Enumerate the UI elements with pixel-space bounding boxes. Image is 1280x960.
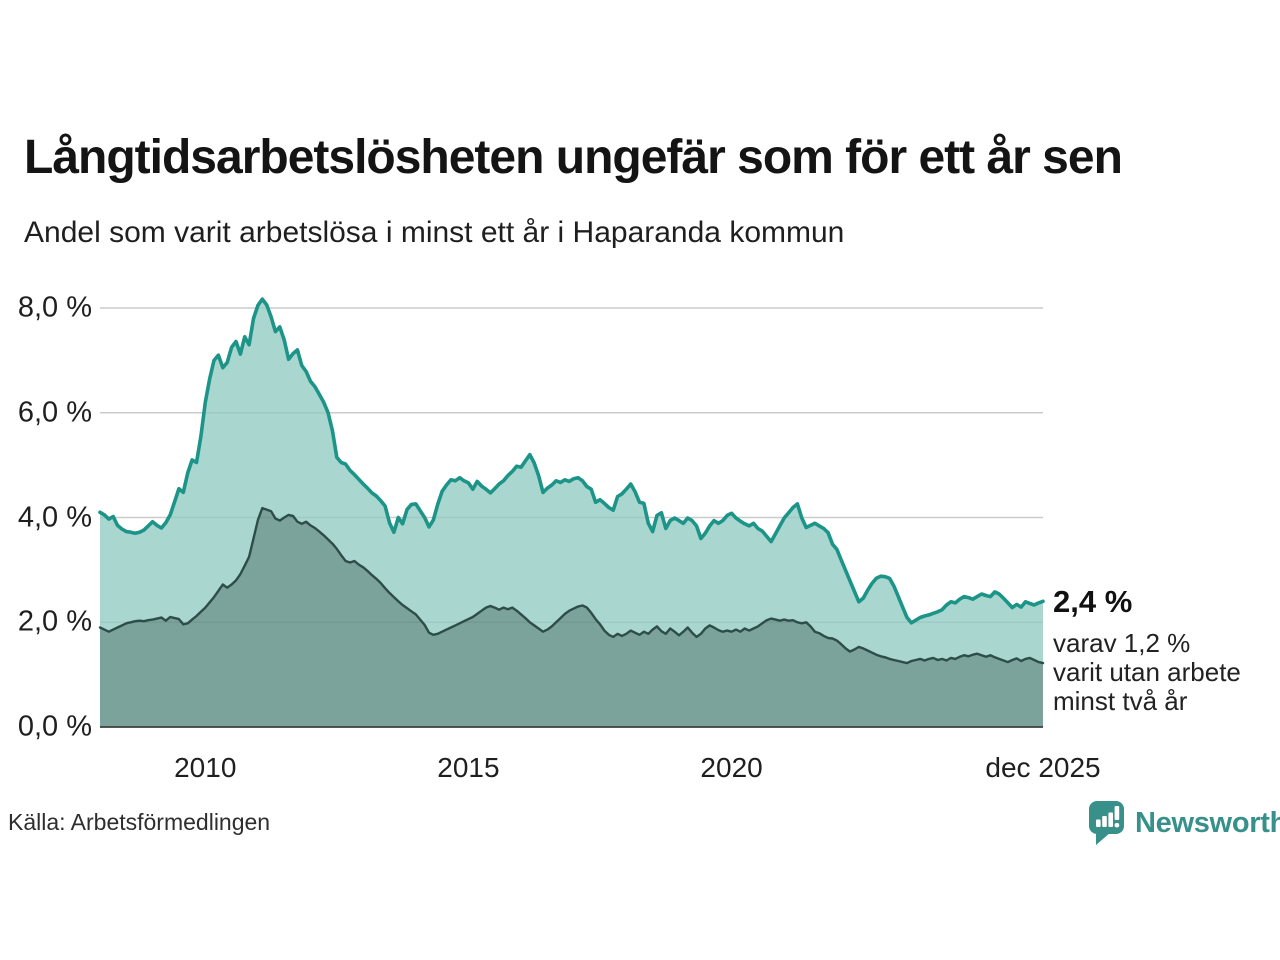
detail-line-3: minst två år [1053, 686, 1188, 716]
detail-line-2: varit utan arbete [1053, 657, 1241, 687]
x-tick-label-dec-2025: dec 2025 [985, 752, 1101, 783]
page-subtitle: Andel som varit arbetslösa i minst ett å… [24, 216, 845, 249]
x-tick-label-2010: 2010 [174, 752, 237, 783]
newsworthy-wordmark: Newsworthy [1135, 806, 1280, 839]
end-value-label: 2,4 % [1053, 584, 1133, 619]
source-credit: Källa: Arbetsförmedlingen [8, 809, 271, 835]
newsworthy-bubble-icon [1089, 801, 1124, 845]
y-tick-label-2: 2,0 % [17, 605, 92, 638]
series-line-total [98, 297, 1045, 625]
newsworthy-logo[interactable]: Newsworthy [1088, 799, 1280, 847]
end-annotation: 2,4 % varav 1,2 % varit utan arbete mins… [1053, 584, 1241, 716]
x-tick-label-2015: 2015 [437, 752, 500, 783]
y-tick-label-6: 6,0 % [17, 396, 92, 429]
y-tick-label-4: 4,0 % [17, 501, 92, 533]
area-fill-two-years [100, 508, 1043, 727]
series-line-two-years [98, 506, 1045, 665]
page-title: Långtidsarbetslösheten ungefär som för e… [24, 131, 1123, 184]
detail-line-1: varav 1,2 % [1053, 628, 1191, 658]
end-detail-text: varav 1,2 % varit utan arbete minst två … [1053, 629, 1241, 716]
y-tick-label-0: 0,0 % [17, 710, 92, 743]
y-tick-label-8: 8,0 % [17, 291, 92, 324]
x-tick-label-2020: 2020 [700, 752, 763, 783]
